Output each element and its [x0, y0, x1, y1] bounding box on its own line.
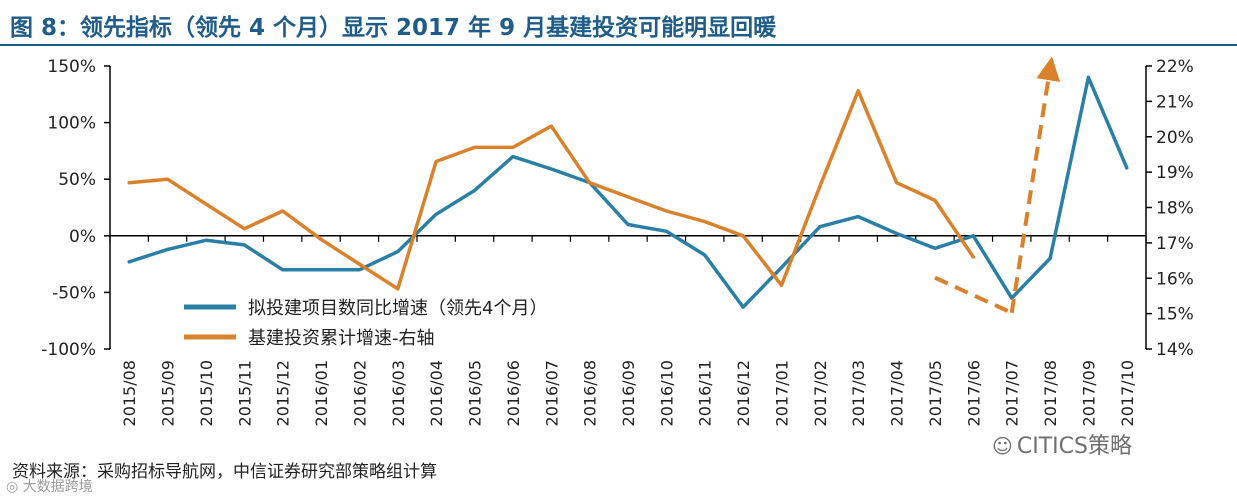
x-tick-label: 2016/08: [581, 360, 600, 426]
watermark-secondary-tail: 跨境: [64, 479, 93, 495]
trend-arrow-2: [1009, 56, 1061, 314]
y-right-tick-label: 22%: [1156, 57, 1194, 77]
y-left-tick-label: 100%: [47, 114, 96, 134]
x-tick-label: 2016/06: [504, 360, 523, 426]
series-line-2: [127, 89, 976, 291]
y-left-tick-label: 150%: [47, 57, 96, 77]
x-tick-label: 2015/10: [197, 360, 216, 426]
x-tick-label: 2017/10: [1118, 360, 1137, 426]
x-tick-label: 2015/09: [159, 360, 178, 426]
source-note: 资料来源：采购招标导航网，中信证券研究部策略组计算: [12, 462, 437, 482]
x-tick-label: 2016/02: [350, 360, 369, 426]
x-tick-label: 2017/04: [888, 360, 907, 426]
x-tick-label: 2016/11: [696, 360, 715, 426]
y-right-tick-label: 15%: [1156, 305, 1194, 325]
x-tick-label: 2016/10: [657, 360, 676, 426]
y-right-tick-label: 16%: [1156, 269, 1194, 289]
x-tick-label: 2017/06: [964, 360, 983, 426]
trend-arrow-1: [934, 275, 1013, 315]
x-tick-label: 2015/08: [120, 360, 139, 426]
title-divider: [0, 44, 1237, 46]
y-right-tick-label: 17%: [1156, 234, 1194, 254]
y-right-tick-label: 14%: [1156, 340, 1194, 360]
watermark-secondary: ◎ 大数据跨境: [6, 476, 93, 496]
y-left-tick-label: -50%: [52, 283, 96, 303]
chart-title: 图 8：领先指标（领先 4 个月）显示 2017 年 9 月基建投资可能明显回暖: [10, 15, 777, 41]
watermark-text: CITICS策略: [1016, 434, 1132, 459]
y-right-tick-label: 19%: [1156, 163, 1194, 183]
watermark-secondary-text: ◎ 大数据: [6, 479, 65, 495]
x-tick-label: 2017/07: [1003, 360, 1022, 426]
series-line-1: [127, 75, 1129, 309]
x-tick-label: 2017/09: [1079, 360, 1098, 426]
y-right-tick-label: 18%: [1156, 199, 1194, 219]
x-tick-label: 2015/11: [235, 360, 254, 426]
y-left-tick-label: 50%: [58, 170, 96, 190]
wechat-icon: ☺: [992, 434, 1013, 458]
legend-label-1: 拟投建项目数同比增速（领先4个月）: [248, 298, 547, 319]
x-tick-label: 2016/12: [734, 360, 753, 426]
x-tick-label: 2016/09: [619, 360, 638, 426]
y-left-tick-label: -100%: [41, 340, 96, 360]
x-tick-label: 2016/04: [427, 360, 446, 426]
x-tick-label: 2016/03: [389, 360, 408, 426]
y-right-tick-label: 20%: [1156, 128, 1194, 148]
x-tick-label: 2017/02: [811, 360, 830, 426]
x-tick-label: 2016/01: [312, 360, 331, 426]
legend-label-2: 基建投资累计增速-右轴: [248, 328, 435, 349]
x-tick-label: 2016/07: [542, 360, 561, 426]
x-tick-label: 2017/05: [926, 360, 945, 426]
y-right-tick-label: 21%: [1156, 92, 1194, 112]
watermark: ☺ CITICS策略: [992, 428, 1132, 460]
x-tick-label: 2017/08: [1041, 360, 1060, 426]
x-tick-label: 2017/03: [849, 360, 868, 426]
y-left-tick-label: 0%: [69, 227, 96, 247]
x-tick-label: 2015/12: [274, 360, 293, 426]
x-tick-label: 2016/05: [466, 360, 485, 426]
x-tick-label: 2017/01: [772, 360, 791, 426]
